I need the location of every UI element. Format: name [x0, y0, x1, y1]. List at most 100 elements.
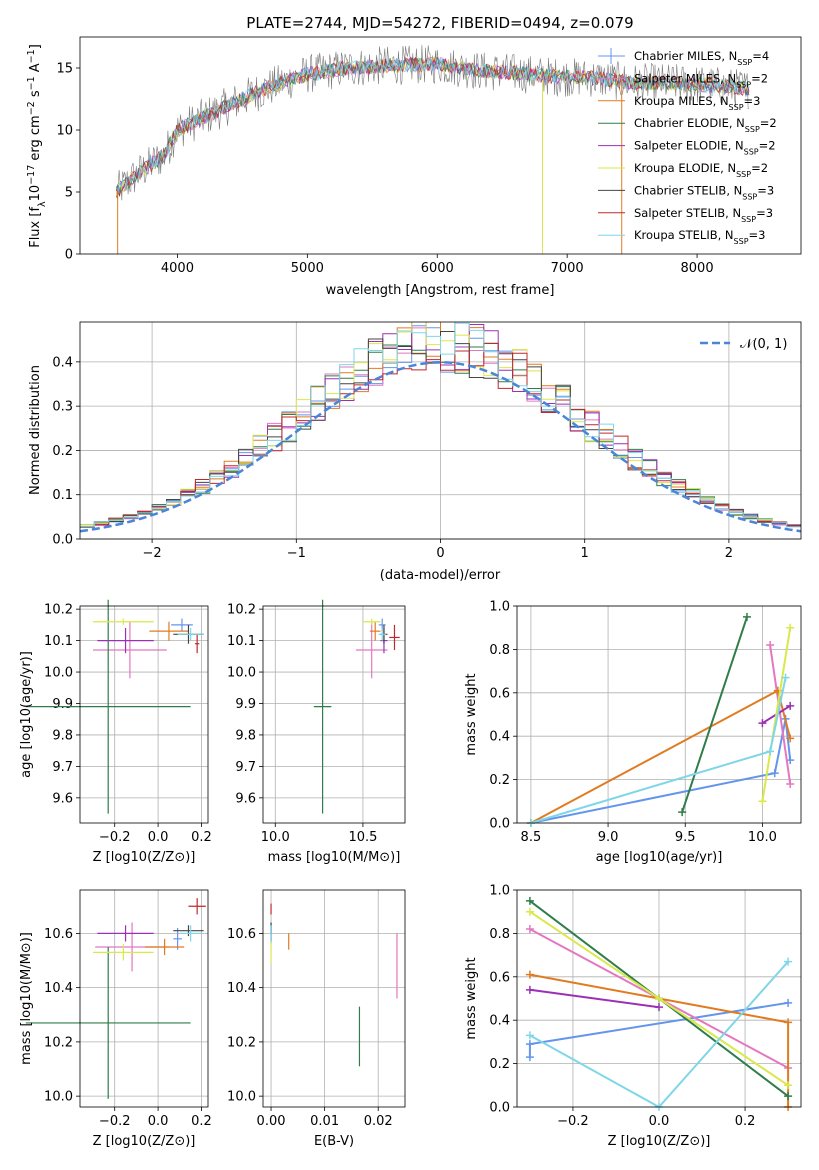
plus-marker: [784, 1092, 793, 1101]
y-tick-label: 10.1: [44, 634, 73, 649]
legend-label-suffix: =3: [744, 94, 761, 108]
x-tick-label: 0.02: [364, 1114, 393, 1129]
plus-marker: [525, 1053, 534, 1062]
legend-label: Chabrier MILES, NSSP=4: [634, 49, 769, 67]
axes-frame: [262, 605, 406, 824]
x-tick-label: 0.2: [191, 1114, 212, 1129]
plus-marker: [766, 747, 775, 756]
legend-label-suffix: =2: [760, 116, 777, 130]
xlabel: E(B-V): [314, 1134, 354, 1149]
ylabel-part: A: [28, 63, 43, 76]
y-tick-label: 10.2: [227, 603, 256, 618]
ylabel-part: ]: [28, 44, 43, 49]
legend-label-suffix: =2: [751, 71, 768, 85]
age-vs-metallicity-panel: −0.2 0.0 0.2 9.6 9.7 9.8 9.9 10.0 10.1 10.2 Z [log…: [19, 599, 212, 865]
y-tick-label: 9.7: [235, 760, 256, 775]
mass-weight-vs-metallicity-panel: −0.2 0.0 0.2 0.0 0.2 0.4 0.6 0.8 1.0 Z [log10(Z/Z…: [464, 884, 802, 1149]
weight-series-line: [761, 627, 792, 802]
plus-marker: [784, 1018, 793, 1027]
weight-series-line: [681, 616, 748, 813]
age-vs-mass-panel: 10.0 10.5 9.6 9.7 9.8 9.9 10.0 10.1 10.2 mass [lo…: [227, 599, 406, 865]
spectrum-lines: [116, 45, 750, 254]
parameter-panels: −0.2 0.0 0.2 9.6 9.7 9.8 9.9 10.0 10.1 10.2 Z [log…: [19, 599, 802, 1149]
x-tick-label: 2: [725, 546, 733, 561]
legend-label-main: Chabrier MILES, N: [634, 49, 737, 63]
xlabel: Z [log10(Z/Z⊙)]: [93, 850, 196, 865]
xlabel: Z [log10(Z/Z⊙)]: [93, 1134, 196, 1149]
plus-marker: [525, 970, 534, 979]
ylabel-part: 10: [28, 185, 43, 202]
x-tick-label: 0.0: [148, 830, 169, 845]
mass-vs-metallicity-panel: −0.2 0.0 0.2 10.0 10.2 10.4 10.6 Z [log10(Z/Z⊙)…: [19, 889, 212, 1149]
y-tick-label: 0.4: [52, 355, 73, 370]
plus-marker: [786, 623, 795, 632]
y-tick-label: 10.2: [227, 1035, 256, 1050]
y-tick-label: 0.0: [52, 533, 73, 548]
spectrum-legend: Chabrier MILES, NSSP=4 Salpeter MILES, N S…: [598, 48, 777, 246]
legend-label: Salpeter ELODIE, NSSP=2: [634, 139, 776, 157]
y-tick-label: 1.0: [489, 600, 510, 615]
x-tick-label: −1: [287, 546, 306, 561]
x-tick-label: 0.01: [310, 1114, 339, 1129]
ylabel-part: −1: [26, 49, 37, 63]
x-tick-label: 9.0: [598, 830, 619, 845]
x-tick-label: 6000: [421, 261, 454, 276]
plus-marker: [758, 719, 767, 728]
y-tick-label: 9.6: [235, 791, 256, 806]
legend-label-sub: SSP: [741, 214, 756, 223]
histogram-series-line: [80, 343, 801, 528]
y-tick-label: 0.8: [489, 927, 510, 942]
axes-frame: [79, 889, 209, 1108]
plus-marker: [525, 1040, 534, 1049]
y-tick-label: 15: [56, 62, 73, 77]
axes-frame: [79, 321, 802, 540]
x-tick-label: 0.2: [735, 1114, 756, 1129]
histogram-legend-label: 𝒩(0, 1): [740, 337, 787, 352]
plus-marker: [781, 673, 790, 682]
y-tick-label: 10.2: [44, 603, 73, 618]
y-tick-label: 9.9: [235, 697, 256, 712]
x-tick-label: 0: [436, 546, 444, 561]
legend-label-sub: SSP: [744, 147, 759, 156]
x-tick-label: 8000: [681, 261, 714, 276]
legend-label-suffix: =2: [759, 139, 776, 153]
legend-label: Salpeter STELIB, NSSP=3: [634, 206, 773, 224]
plus-marker: [770, 769, 779, 778]
axes-frame: [262, 889, 406, 1108]
x-tick-label: 10.0: [261, 830, 290, 845]
ylabel-part: λ: [37, 201, 48, 207]
y-tick-label: 1.0: [489, 884, 510, 899]
y-tick-label: 0.0: [489, 817, 510, 832]
y-tick-label: 0.6: [489, 686, 510, 701]
legend-label-main: Chabrier ELODIE, N: [634, 116, 745, 130]
legend-label: Kroupa STELIB, NSSP=3: [634, 228, 765, 246]
weight-series-line: [769, 644, 792, 785]
legend-label: Chabrier ELODIE, NSSP=2: [634, 116, 777, 134]
legend-label-main: Salpeter MILES, N: [634, 71, 736, 85]
y-tick-label: 10.0: [44, 1090, 73, 1105]
axes-frame: [516, 889, 802, 1108]
legend-label-suffix: =3: [756, 206, 773, 220]
plus-marker: [786, 734, 795, 743]
legend-label: Chabrier STELIB, NSSP=3: [634, 183, 774, 201]
plus-marker: [784, 957, 793, 966]
legend-label-suffix: =2: [751, 161, 768, 175]
histogram-steps: [80, 322, 801, 533]
y-tick-label: 9.9: [52, 697, 73, 712]
y-tick-label: 10.1: [227, 634, 256, 649]
legend-label-sub: SSP: [742, 192, 757, 201]
ylabel-part: −17: [26, 165, 37, 185]
axes-frame: [79, 605, 209, 824]
ylabel-part: s: [28, 90, 43, 101]
x-tick-label: 8.5: [521, 830, 542, 845]
legend-label-suffix: =3: [749, 228, 766, 242]
x-tick-label: −0.2: [99, 1114, 131, 1129]
ylabel-part: erg cm: [28, 115, 43, 164]
xlabel: age [log10(age/yr)]: [596, 850, 723, 865]
plus-marker: [742, 612, 751, 621]
y-tick-label: 10.4: [44, 981, 73, 996]
y-tick-label: 0.1: [52, 488, 73, 503]
xlabel: Z [log10(Z/Z⊙)]: [608, 1134, 711, 1149]
legend-label-main: Kroupa STELIB, N: [634, 228, 734, 242]
